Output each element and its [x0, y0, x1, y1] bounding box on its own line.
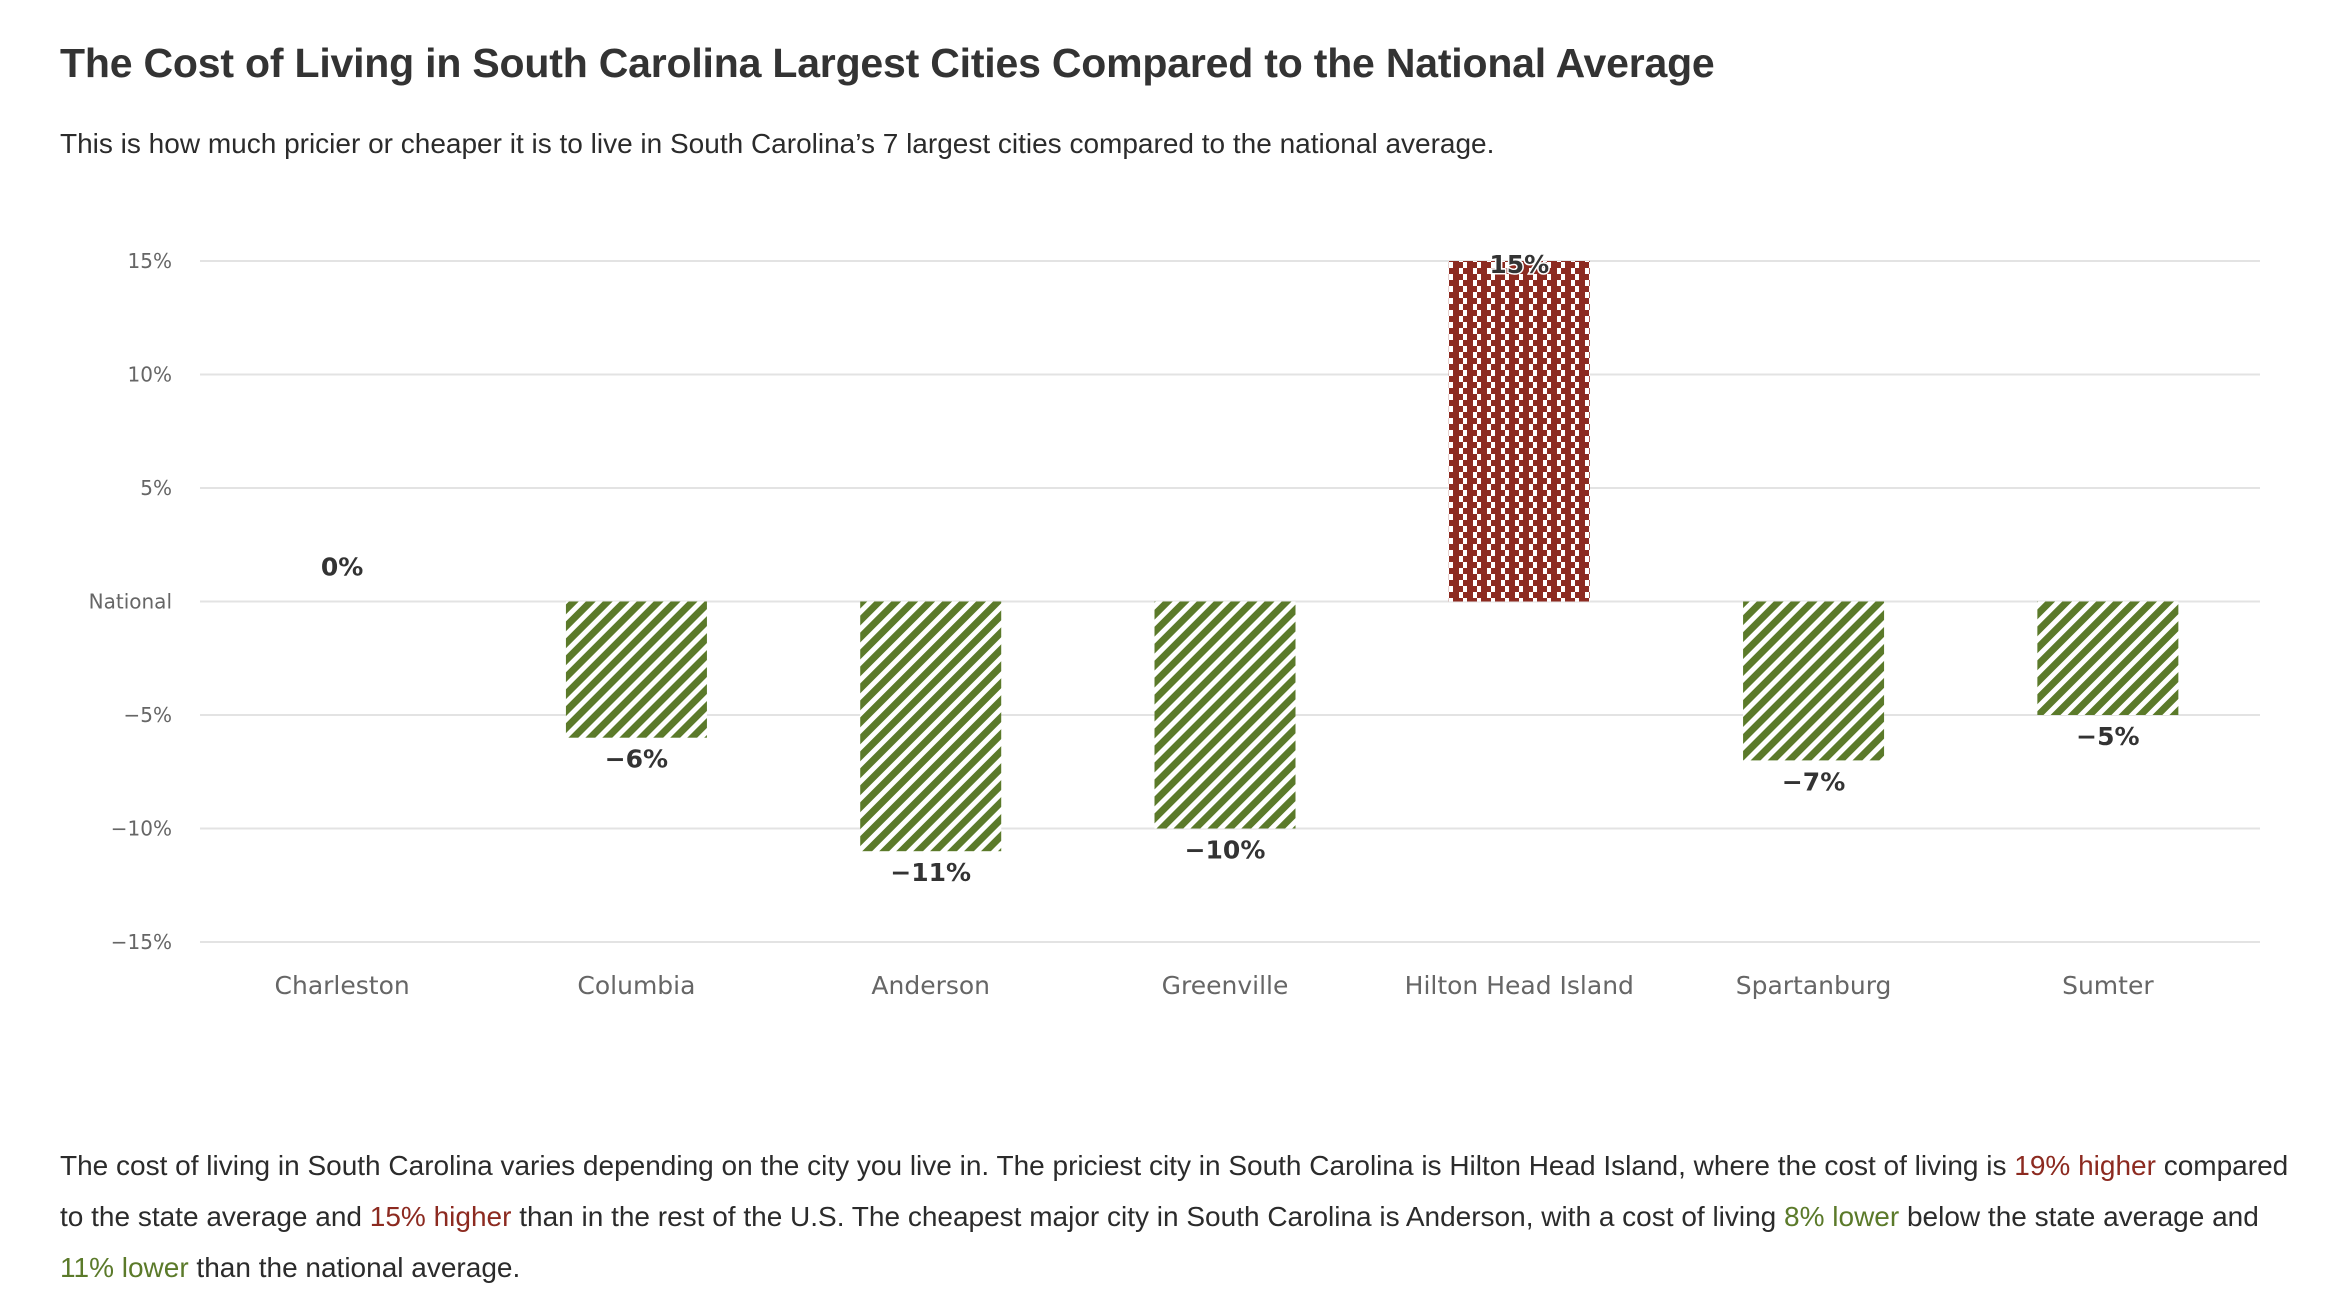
higher-highlight: 19% higher	[2014, 1150, 2156, 1181]
page-subtitle: This is how much pricier or cheaper it i…	[60, 128, 1495, 159]
x-tick-label: Columbia	[577, 971, 695, 1000]
data-label: 15%	[1489, 250, 1549, 279]
x-tick-label: Hilton Head Island	[1405, 971, 1634, 1000]
paragraph-text: compared to the state average and	[60, 1150, 2289, 1232]
cost-of-living-bar-chart: 15% 10% 5% National −5% −10% −15% 0% −6% −11% −10…	[89, 249, 2260, 1000]
y-tick-label: −15%	[111, 930, 172, 954]
bar-sumter	[2037, 601, 2179, 715]
x-axis: Charleston Columbia Anderson Greenville Hilt…	[275, 971, 2155, 1000]
data-label: −10%	[1185, 836, 1266, 865]
summary-paragraph: The cost of living in South Carolina var…	[60, 1140, 2290, 1293]
bar-greenville	[1154, 601, 1296, 829]
x-tick-label: Greenville	[1162, 971, 1289, 1000]
y-axis: 15% 10% 5% National −5% −10% −15%	[89, 249, 172, 954]
x-tick-label: Charleston	[275, 971, 410, 1000]
bar-hilton-head-island	[1448, 261, 1590, 602]
data-label: −11%	[890, 858, 971, 887]
paragraph-text: below the state average and	[1899, 1201, 2259, 1232]
bar-spartanburg	[1743, 601, 1885, 761]
lower-highlight: 8% lower	[1784, 1201, 1900, 1232]
paragraph-text: The cost of living in South Carolina var…	[60, 1150, 2015, 1181]
data-label: −7%	[1782, 767, 1845, 796]
y-tick-label: 15%	[128, 249, 172, 273]
page-title: The Cost of Living in South Carolina Lar…	[60, 40, 1715, 86]
data-labels: 0% −6% −11% −10% 15% −7% −5%	[319, 249, 2141, 889]
bar-columbia	[565, 601, 707, 738]
x-tick-label: Spartanburg	[1736, 971, 1892, 1000]
x-tick-label: Sumter	[2062, 971, 2154, 1000]
x-tick-label: Anderson	[871, 971, 990, 1000]
data-label: 0%	[321, 553, 363, 582]
y-tick-label: National	[89, 590, 172, 614]
y-tick-label: 5%	[140, 476, 172, 500]
paragraph-text: than the national average.	[188, 1252, 521, 1283]
y-tick-label: −5%	[124, 703, 173, 727]
bar-anderson	[860, 601, 1002, 852]
lower-highlight: 11% lower	[60, 1252, 189, 1283]
paragraph-text: than in the rest of the U.S. The cheapes…	[511, 1201, 1785, 1232]
data-label: −6%	[605, 745, 668, 774]
y-tick-label: 10%	[128, 363, 172, 387]
data-label: −5%	[2076, 722, 2139, 751]
y-tick-label: −10%	[111, 817, 172, 841]
bars	[565, 261, 2179, 852]
higher-highlight: 15% higher	[369, 1201, 512, 1232]
